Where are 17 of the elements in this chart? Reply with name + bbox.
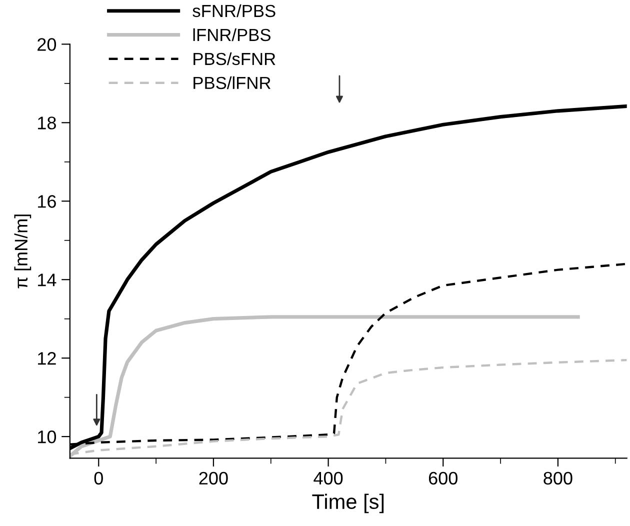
y-axis-title: π [mN/m]: [14, 214, 32, 288]
y-tick-label: 14: [38, 274, 56, 286]
y-tick-label: 20: [38, 38, 56, 51]
x-tick-label: 800: [544, 472, 572, 485]
legend-label: PBS/lFNR: [194, 76, 270, 90]
x-axis-title: Time [s]: [312, 494, 384, 514]
y-tick-label: 12: [38, 352, 56, 365]
x-tick-label: 400: [314, 472, 343, 485]
y-tick-label: 10: [38, 430, 56, 444]
y-tick-label: 16: [38, 195, 56, 208]
x-tick-label: 600: [428, 472, 458, 485]
legend-label: lFNR/PBS: [193, 28, 270, 42]
legend-label: sFNR/PBS: [192, 4, 276, 18]
x-tick-label: 0: [94, 472, 103, 485]
x-tick-label: 200: [199, 472, 228, 485]
legend-label: PBS/sFNR: [194, 52, 276, 66]
y-tick-label: 18: [38, 116, 56, 130]
